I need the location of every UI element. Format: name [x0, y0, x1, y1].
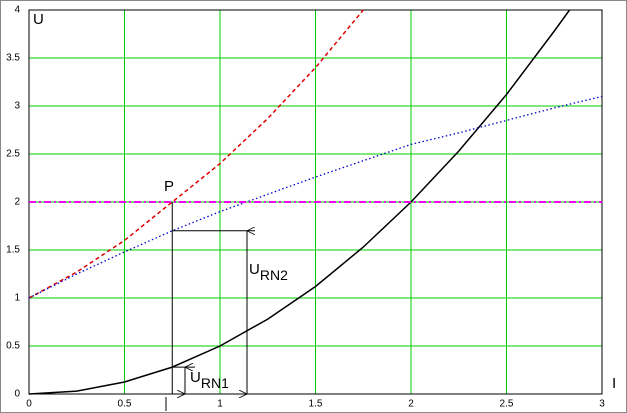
series-line	[28, 9, 364, 299]
annotation: P	[164, 178, 174, 195]
annotation-subscript: RN2	[260, 267, 288, 283]
annotation-main: U	[190, 369, 201, 386]
y-tick-label: 2.5	[6, 149, 20, 160]
series-line	[28, 9, 571, 395]
x-tick-label: 1.5	[309, 399, 323, 410]
annotation: URN1	[190, 369, 229, 391]
y-tick-label: 4	[14, 5, 20, 16]
x-tick-label: 3	[599, 399, 605, 410]
annotation-main: U	[249, 261, 260, 278]
y-tick-label: 2	[14, 197, 20, 208]
x-tick-label: 0	[26, 399, 32, 410]
labels: 0 0.5 1 1.5 2 2.5 300.511.522.533.54UIPURN2URN…	[6, 5, 616, 410]
y-tick-label: 3	[14, 101, 20, 112]
annotation: URN2	[249, 261, 288, 283]
y-axis-label: U	[33, 11, 44, 28]
x-axis-label: I	[612, 375, 616, 392]
y-tick-label: 1.5	[6, 245, 20, 256]
x-tick-label: 2	[408, 399, 414, 410]
annotation-subscript: RN1	[201, 375, 229, 391]
y-tick-label: 0	[14, 389, 20, 400]
y-tick-label: 1	[14, 293, 20, 304]
y-tick-label: 3.5	[6, 53, 20, 64]
x-tick-label: 1	[217, 399, 223, 410]
x-tick-label: 0.5	[118, 399, 132, 410]
x-tick-label: 2.5	[500, 399, 514, 410]
y-tick-label: 0.5	[6, 341, 20, 352]
marks	[28, 9, 603, 411]
